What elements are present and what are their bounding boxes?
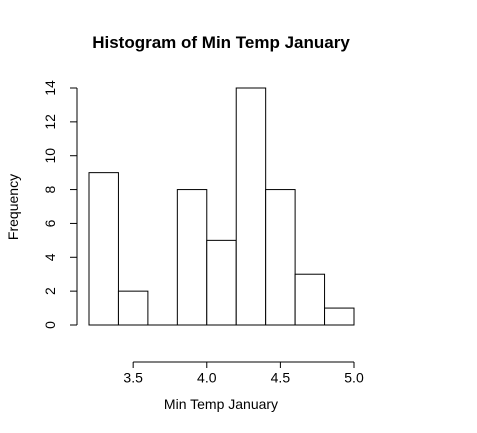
x-tick-label: 5.0	[344, 369, 364, 385]
x-tick-label: 3.5	[123, 369, 143, 385]
y-tick-label: 12	[42, 114, 58, 130]
histogram-bar-5	[235, 87, 267, 326]
y-tick-label: 6	[42, 219, 58, 227]
histogram-bar-8	[324, 307, 355, 326]
y-tick-label: 2	[42, 287, 58, 295]
x-tick-label: 4.0	[197, 369, 217, 385]
x-tick-label: 4.5	[271, 369, 291, 385]
x-axis-label: Min Temp January	[164, 396, 278, 412]
y-axis: 0 2 4 6 8 10 12 14	[42, 80, 78, 329]
histogram-bar-3	[176, 189, 208, 326]
y-tick-label: 4	[42, 253, 58, 261]
histogram-bar-1	[117, 290, 149, 326]
y-tick-label: 8	[42, 185, 58, 193]
bars-group	[88, 87, 355, 326]
y-tick-label: 10	[42, 148, 58, 164]
histogram-bar-4	[206, 239, 237, 326]
y-axis-label: Frequency	[5, 174, 21, 240]
y-tick-label: 14	[42, 80, 58, 96]
histogram-bar-0	[88, 172, 119, 326]
histogram-bar-7	[294, 273, 326, 326]
histogram-bar-6	[265, 189, 296, 326]
x-axis: 3.5 4.0 4.5 5.0	[123, 361, 364, 385]
y-tick-label: 0	[42, 321, 58, 329]
chart-title: Histogram of Min Temp January	[92, 33, 350, 52]
